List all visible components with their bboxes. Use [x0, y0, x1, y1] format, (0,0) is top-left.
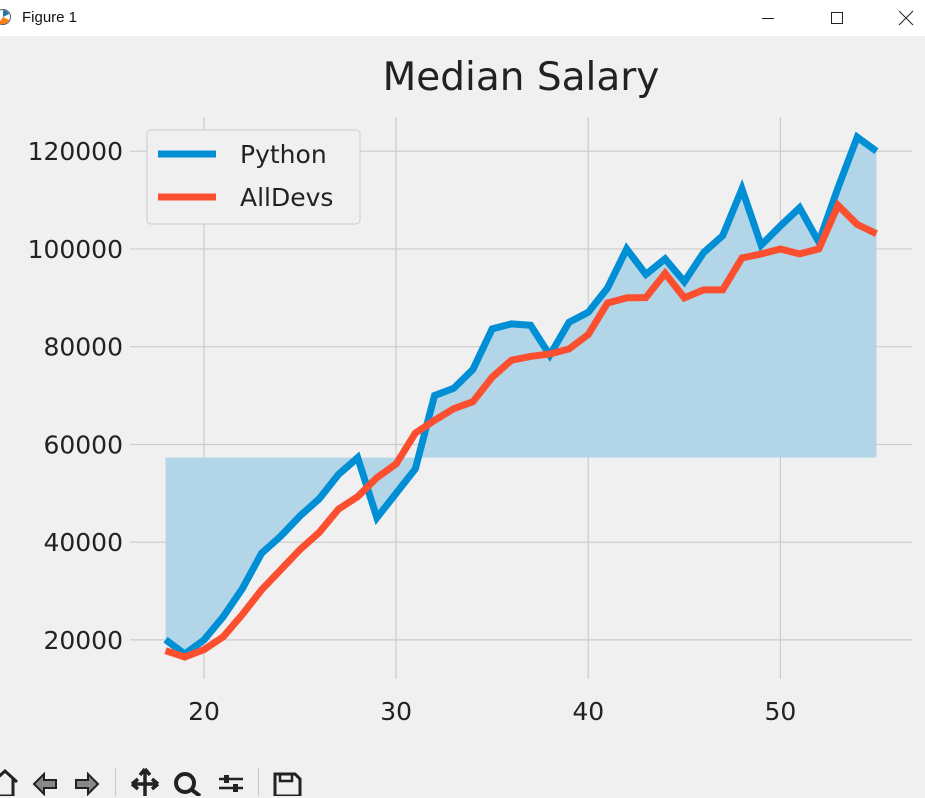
close-button[interactable]	[883, 0, 925, 36]
save-button[interactable]	[270, 766, 304, 798]
python-fill-area	[165, 137, 877, 655]
home-button[interactable]	[0, 766, 22, 798]
close-icon	[898, 10, 914, 26]
x-tick-label: 40	[572, 697, 604, 726]
legend[interactable]: Python AllDevs	[146, 129, 361, 225]
forward-button[interactable]	[70, 766, 104, 798]
zoom-button[interactable]	[170, 766, 204, 798]
legend-label-alldevs: AllDevs	[240, 183, 333, 212]
figure-canvas[interactable]: 20 30 40 50 20000 40000 60000 80000 100000 120000…	[0, 36, 925, 762]
pan-button[interactable]	[128, 766, 162, 798]
legend-label-python: Python	[240, 140, 327, 169]
app-icon	[0, 9, 11, 25]
navigation-toolbar	[0, 762, 925, 796]
y-tick-label: 120000	[28, 137, 123, 166]
window-title: Figure 1	[22, 9, 78, 26]
save-icon	[273, 772, 302, 796]
configure-subplots-button[interactable]	[214, 766, 248, 798]
zoom-icon	[174, 772, 202, 796]
median-salary-chart: 20 30 40 50 20000 40000 60000 80000 100000 120000…	[28, 55, 912, 726]
maximize-icon	[831, 12, 843, 24]
x-tick-label: 30	[380, 697, 412, 726]
series-lines	[163, 131, 879, 661]
series-line-python	[163, 131, 879, 659]
toolbar-separator	[115, 768, 116, 796]
fill-area	[165, 137, 877, 655]
series-line-alldevs	[164, 199, 878, 661]
toolbar-separator	[258, 768, 259, 796]
configure-subplots-icon	[219, 775, 243, 792]
y-tick-label: 40000	[43, 528, 123, 557]
back-button[interactable]	[28, 766, 62, 798]
forward-icon	[75, 771, 100, 796]
chart-title: Median Salary	[383, 55, 660, 100]
y-tick-label: 80000	[43, 333, 123, 362]
maximize-button[interactable]	[814, 0, 860, 36]
back-icon	[32, 771, 57, 796]
y-tick-label: 60000	[43, 430, 123, 459]
tick-labels: 20 30 40 50 20000 40000 60000 80000 100000 120000	[28, 137, 797, 726]
y-tick-label: 100000	[28, 235, 123, 264]
minimize-icon	[762, 18, 774, 19]
window-titlebar: Figure 1	[0, 0, 925, 36]
x-tick-label: 50	[764, 697, 796, 726]
home-icon	[0, 768, 19, 796]
minimize-button[interactable]	[745, 0, 791, 36]
pan-icon	[130, 767, 160, 796]
y-tick-label: 20000	[43, 626, 123, 655]
x-tick-label: 20	[188, 697, 220, 726]
